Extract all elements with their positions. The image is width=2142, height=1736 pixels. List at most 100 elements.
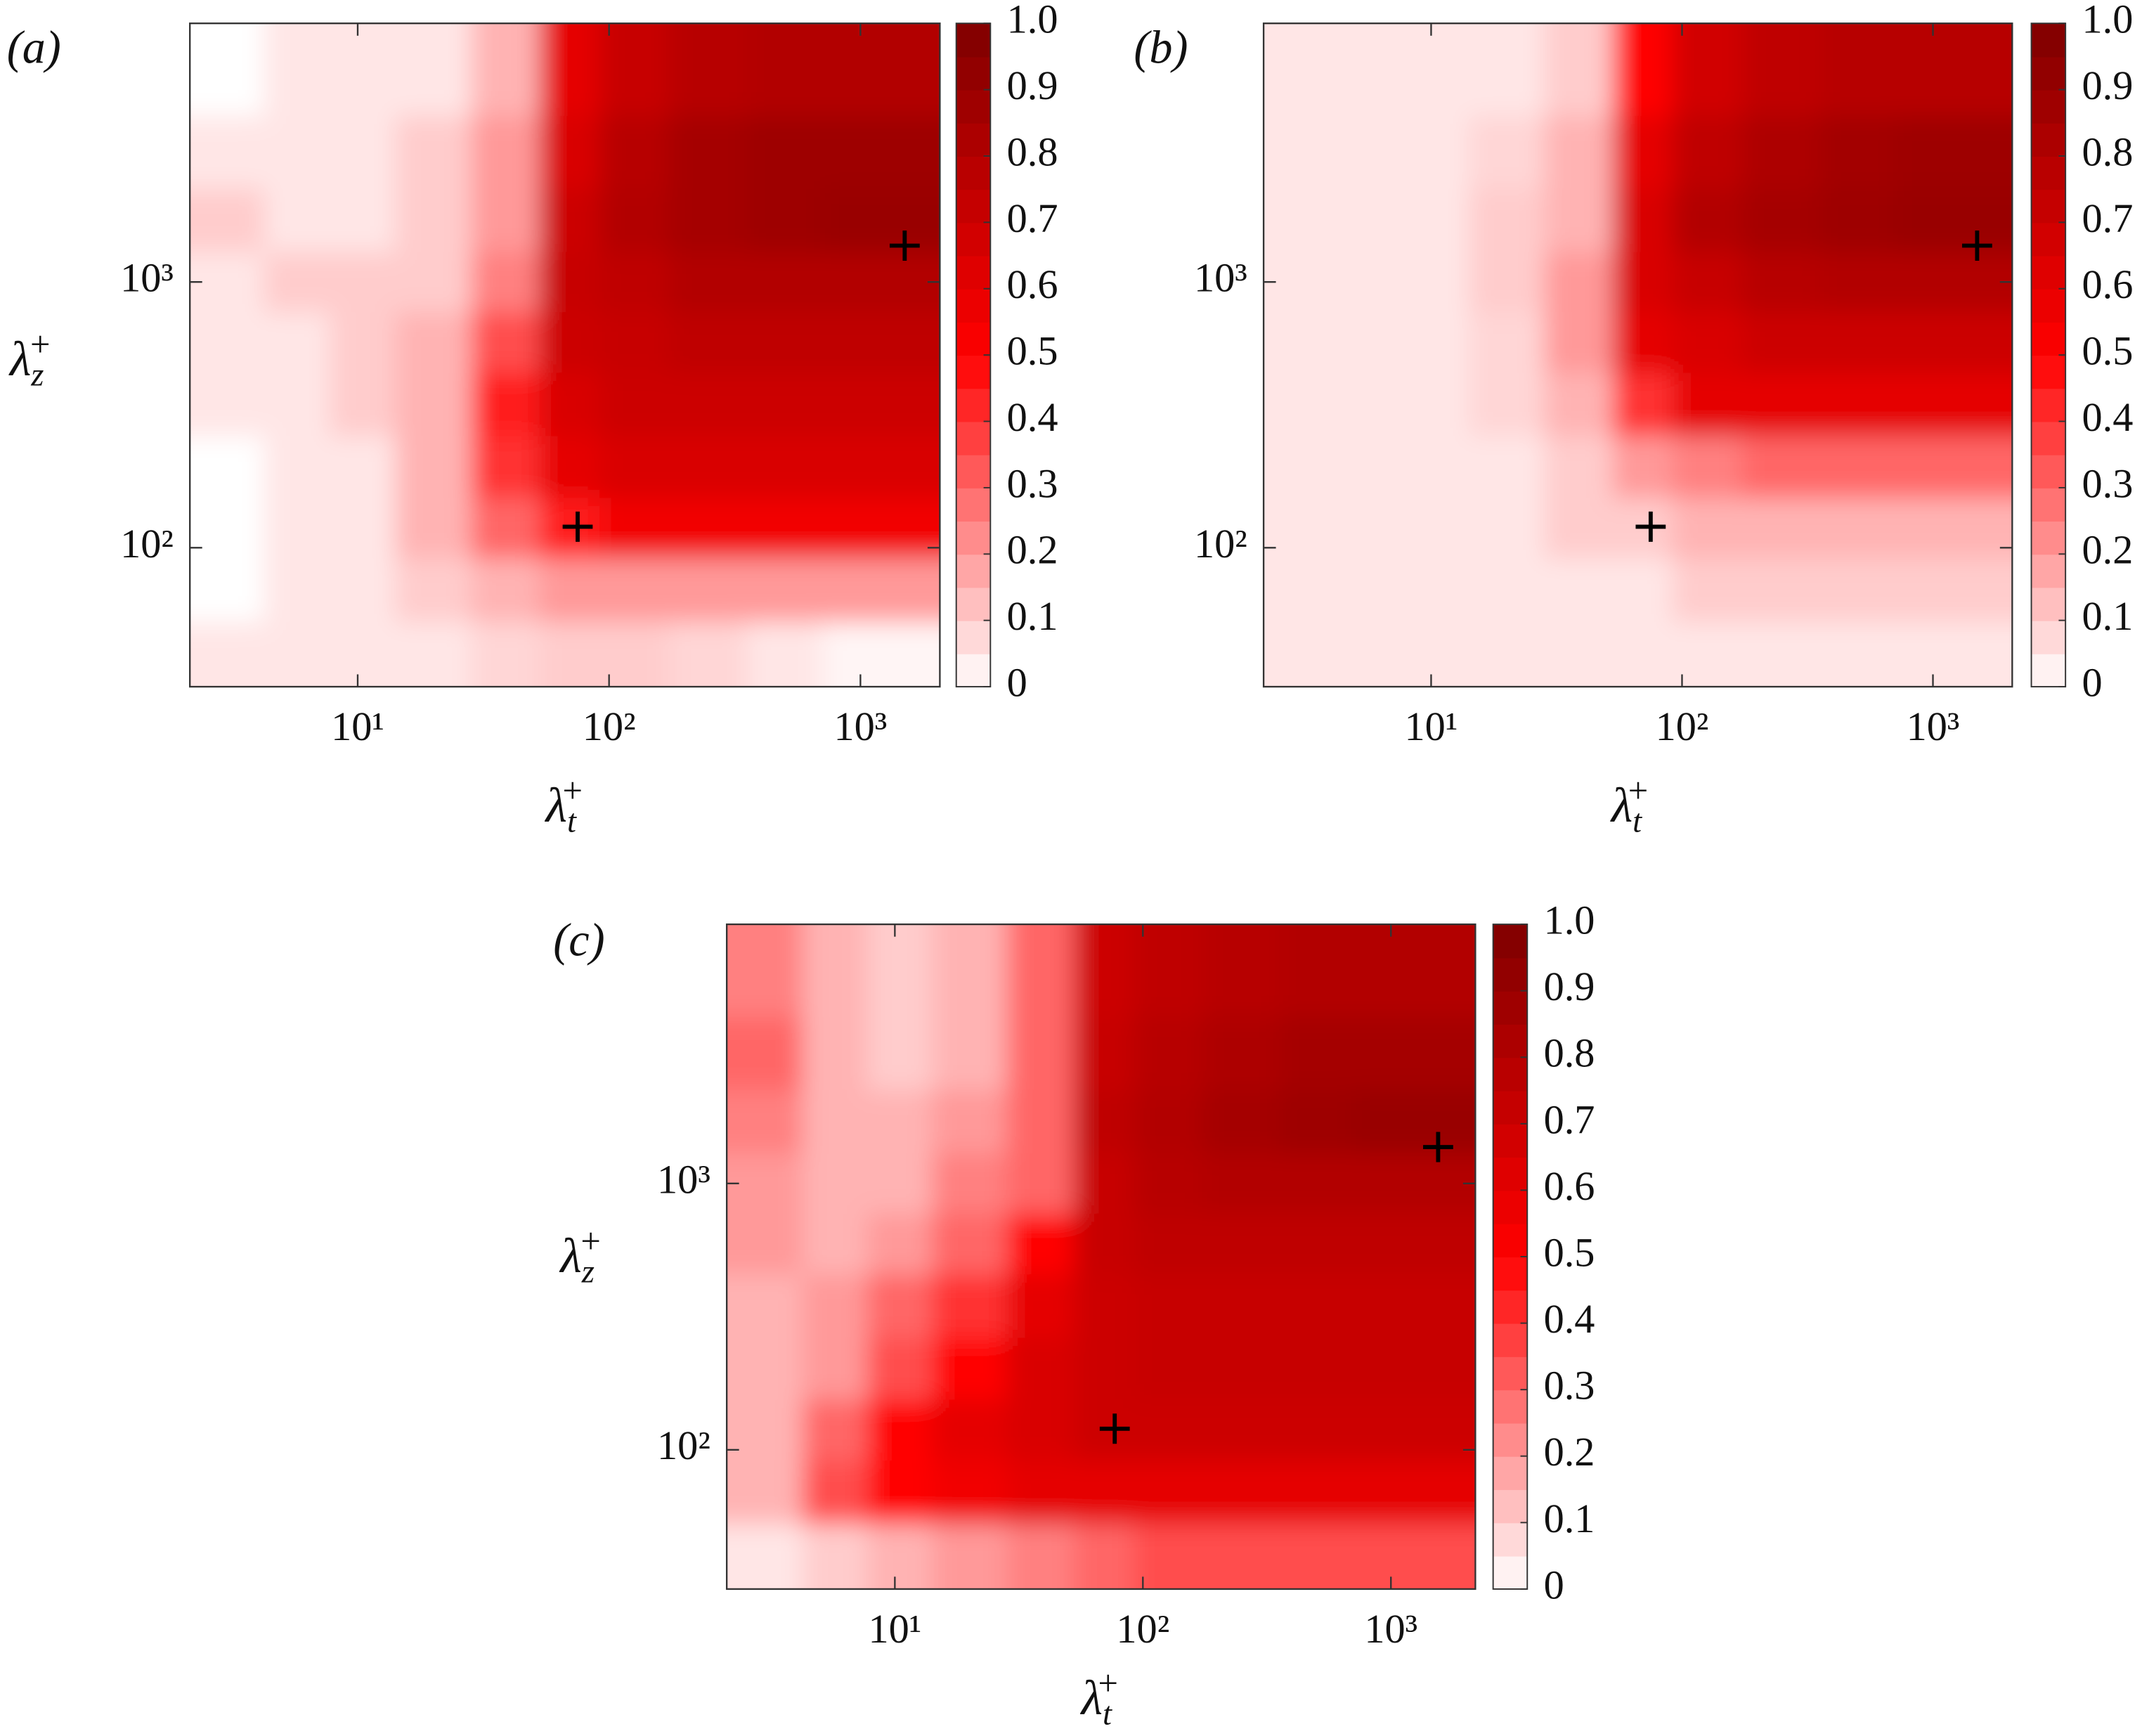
contour-cell bbox=[1278, 1523, 1355, 1589]
contour-cell bbox=[1544, 251, 1614, 313]
contour-cell bbox=[1469, 115, 1545, 189]
contour-cell bbox=[1202, 1337, 1280, 1400]
contour-cell bbox=[1612, 311, 1673, 373]
contour-cell bbox=[746, 497, 824, 559]
colorbar-band bbox=[1493, 1323, 1528, 1357]
contour-cell bbox=[1965, 188, 2013, 252]
contour-cell bbox=[1264, 621, 1339, 687]
contour-cell bbox=[1469, 621, 1545, 687]
colorbar-band bbox=[956, 487, 991, 522]
contour-field bbox=[727, 924, 1476, 1589]
colorbar-tick-label: 0 bbox=[1007, 659, 1027, 705]
colorbar-tick-label: 0.4 bbox=[1007, 394, 1058, 440]
contour-cell bbox=[727, 1399, 803, 1461]
y-axis-label: λz+ bbox=[8, 324, 51, 393]
contour-cell bbox=[1819, 497, 1896, 559]
contour-cell bbox=[727, 1460, 803, 1524]
contour-cell bbox=[1264, 23, 1339, 116]
contour-cell bbox=[599, 115, 670, 189]
contour-cell bbox=[395, 23, 472, 116]
contour-cell bbox=[395, 372, 472, 436]
contour-cell bbox=[264, 497, 331, 559]
contour-cell bbox=[190, 372, 265, 436]
colorbar-tick-label: 0.1 bbox=[2082, 593, 2133, 639]
contour-cell bbox=[190, 435, 265, 498]
contour-cell bbox=[539, 435, 601, 498]
contour-cell bbox=[1403, 115, 1470, 189]
contour-cell bbox=[1422, 1399, 1476, 1461]
contour-cell bbox=[471, 251, 540, 313]
marker-plus bbox=[1423, 1132, 1453, 1162]
plot-frame bbox=[189, 22, 941, 688]
contour-cell bbox=[1741, 435, 1821, 498]
contour-cell bbox=[1133, 1089, 1203, 1154]
contour-cell bbox=[1741, 311, 1821, 373]
contour-cell bbox=[539, 372, 601, 436]
contour-cell bbox=[1819, 188, 1896, 252]
contour-cell bbox=[1202, 1523, 1280, 1589]
contour-cell bbox=[395, 251, 472, 313]
colorbar-band bbox=[956, 155, 991, 190]
contour-cell bbox=[1741, 621, 1821, 687]
contour-cell bbox=[1403, 557, 1470, 622]
colorbar-band bbox=[2031, 189, 2066, 224]
contour-cell bbox=[1469, 311, 1545, 373]
contour-cell bbox=[330, 557, 396, 622]
x-tick-label: 10² bbox=[1656, 704, 1709, 749]
contour-cell bbox=[1422, 1274, 1476, 1338]
contour-cell bbox=[599, 372, 670, 436]
contour-cell bbox=[727, 1212, 803, 1275]
colorbar-band bbox=[956, 222, 991, 257]
colorbar-band bbox=[956, 122, 991, 157]
contour-cell bbox=[1672, 115, 1743, 189]
contour-cell bbox=[1354, 1523, 1424, 1589]
contour-cell bbox=[1612, 435, 1673, 498]
contour-cell bbox=[802, 1016, 869, 1090]
contour-cell bbox=[1422, 1212, 1476, 1275]
contour-cell bbox=[1544, 311, 1614, 373]
contour-cell bbox=[822, 311, 893, 373]
contour-cell bbox=[1354, 1274, 1424, 1338]
contour-cell bbox=[746, 557, 824, 622]
contour-cell bbox=[1965, 435, 2013, 498]
contour-cell bbox=[746, 311, 824, 373]
contour-cell bbox=[1672, 188, 1743, 252]
colorbar-tick-label: 0.3 bbox=[2082, 460, 2133, 506]
contour-cell bbox=[1741, 115, 1821, 189]
colorbar-band bbox=[1493, 1090, 1528, 1125]
colorbar-band bbox=[956, 189, 991, 224]
contour-cell bbox=[1006, 1153, 1075, 1214]
colorbar-band bbox=[956, 421, 991, 455]
colorbar-tick-label: 0.2 bbox=[2082, 527, 2133, 573]
colorbar-band bbox=[956, 255, 991, 290]
colorbar-tick-label: 0 bbox=[2082, 659, 2102, 705]
colorbar-band bbox=[1493, 957, 1528, 992]
contour-cell bbox=[1895, 372, 1966, 436]
marker-plus bbox=[1962, 231, 1992, 261]
colorbar-tick-label: 0.9 bbox=[1544, 964, 1595, 1009]
colorbar-tick-label: 0.4 bbox=[1544, 1296, 1595, 1342]
contour-cell bbox=[1895, 557, 1966, 622]
contour-cell bbox=[395, 557, 472, 622]
contour-cell bbox=[1133, 924, 1203, 1018]
contour-cell bbox=[669, 497, 748, 559]
contour-cell bbox=[330, 23, 396, 116]
contour-cell bbox=[599, 435, 670, 498]
contour-cell bbox=[1278, 1460, 1355, 1524]
contour-cell bbox=[1544, 115, 1614, 189]
contour-cell bbox=[1403, 497, 1470, 559]
contour-cell bbox=[1469, 435, 1545, 498]
contour-cell bbox=[867, 924, 933, 1018]
contour-cell bbox=[330, 115, 396, 189]
contour-cell bbox=[746, 188, 824, 252]
contour-cell bbox=[264, 115, 331, 189]
colorbar-band bbox=[956, 454, 991, 488]
contour-cell bbox=[471, 435, 540, 498]
colorbar-band bbox=[2031, 222, 2066, 257]
contour-cell bbox=[1819, 621, 1896, 687]
colorbar-band bbox=[956, 288, 991, 323]
colorbar-band bbox=[1493, 990, 1528, 1025]
contour-cell bbox=[932, 924, 1008, 1018]
colorbar-tick-label: 0.7 bbox=[1007, 195, 1058, 241]
contour-cell bbox=[1354, 1016, 1424, 1090]
